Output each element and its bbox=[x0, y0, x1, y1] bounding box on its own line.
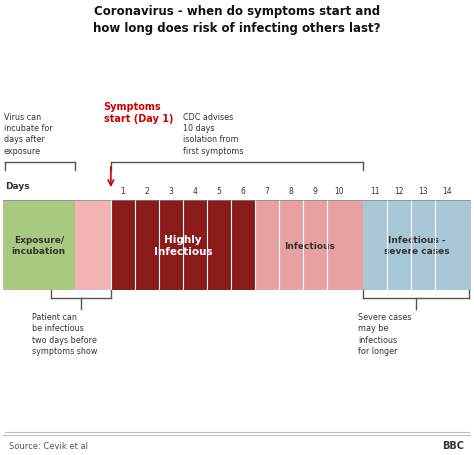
Text: BBC: BBC bbox=[443, 440, 465, 450]
Text: 6: 6 bbox=[241, 186, 246, 195]
Text: 10: 10 bbox=[334, 186, 344, 195]
Text: 12: 12 bbox=[394, 186, 404, 195]
Text: Highly
Infectious: Highly Infectious bbox=[154, 234, 212, 257]
Text: Severe cases
may be
infectious
for longer: Severe cases may be infectious for longe… bbox=[358, 312, 412, 355]
Text: 7: 7 bbox=[264, 186, 269, 195]
Bar bbox=[363, 201, 471, 290]
Text: 8: 8 bbox=[289, 186, 293, 195]
Text: 13: 13 bbox=[419, 186, 428, 195]
Text: 3: 3 bbox=[168, 186, 173, 195]
Text: CDC advises
10 days
isolation from
first symptoms: CDC advises 10 days isolation from first… bbox=[183, 112, 244, 156]
Bar bbox=[75, 201, 111, 290]
Text: Symptoms
start (Day 1): Symptoms start (Day 1) bbox=[104, 102, 173, 124]
Text: Infectious: Infectious bbox=[283, 241, 335, 250]
Text: Infectious -
severe cases: Infectious - severe cases bbox=[384, 235, 450, 256]
Text: 1: 1 bbox=[120, 186, 125, 195]
Text: Source: Cevik et al: Source: Cevik et al bbox=[9, 440, 89, 450]
Text: 2: 2 bbox=[145, 186, 149, 195]
Text: Virus can
incubate for
days after
exposure: Virus can incubate for days after exposu… bbox=[4, 112, 53, 156]
Text: 4: 4 bbox=[192, 186, 197, 195]
Bar bbox=[111, 201, 255, 290]
Text: 11: 11 bbox=[370, 186, 380, 195]
Bar bbox=[3, 201, 75, 290]
Text: Days: Days bbox=[5, 182, 30, 191]
Text: 5: 5 bbox=[217, 186, 221, 195]
Text: 14: 14 bbox=[442, 186, 452, 195]
Text: Exposure/
incubation: Exposure/ incubation bbox=[12, 235, 66, 256]
Text: 9: 9 bbox=[313, 186, 318, 195]
Text: Coronavirus - when do symptoms start and
how long does risk of infecting others : Coronavirus - when do symptoms start and… bbox=[93, 5, 381, 35]
Text: Patient can
be infectious
two days before
symptoms show: Patient can be infectious two days befor… bbox=[32, 312, 97, 355]
Bar bbox=[255, 201, 363, 290]
